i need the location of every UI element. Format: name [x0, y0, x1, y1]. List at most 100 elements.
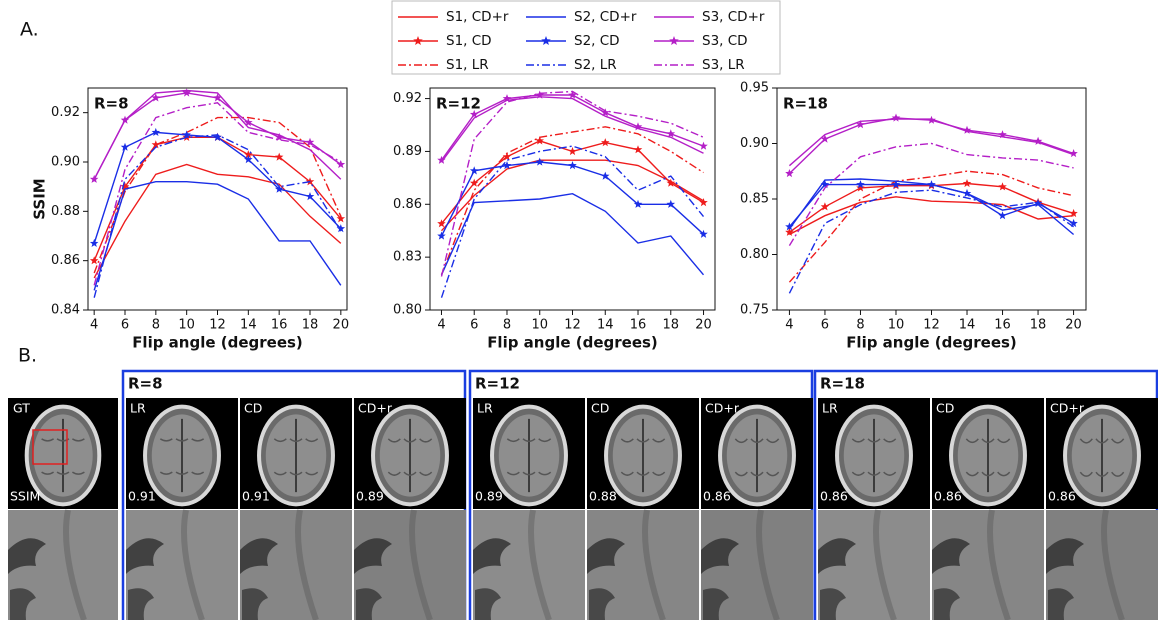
zoom-structure	[473, 538, 511, 574]
x-tick-label: 12	[923, 318, 940, 333]
point-marker	[785, 169, 794, 178]
series-line	[788, 170, 1074, 283]
sulcus	[965, 438, 979, 444]
zoom-structure	[820, 588, 846, 620]
point-marker	[962, 179, 972, 188]
point-marker	[856, 120, 865, 129]
point-marker	[305, 192, 315, 201]
x-tick-label: 16	[271, 318, 288, 333]
point-marker	[601, 138, 610, 147]
y-tick-label: 0.86	[51, 253, 80, 268]
zoom-structure	[63, 509, 87, 620]
series-line	[788, 142, 1074, 246]
point-marker	[535, 157, 544, 166]
series-line	[440, 161, 704, 237]
sulcus	[506, 471, 520, 476]
point-marker	[633, 199, 643, 208]
x-tick-label: 8	[856, 318, 864, 333]
point-marker	[820, 134, 830, 143]
point-marker	[891, 180, 901, 189]
point-marker	[856, 180, 865, 189]
legend-marker	[541, 36, 551, 45]
panel-label: A.	[20, 19, 39, 41]
zoom-structure	[295, 509, 319, 620]
x-tick-label: 6	[121, 318, 129, 333]
series-line	[788, 182, 1074, 233]
zoom-structure	[987, 509, 1011, 620]
point-marker	[633, 145, 643, 154]
sulcus	[766, 471, 780, 477]
sulcus	[289, 471, 303, 476]
sulcus	[652, 471, 666, 476]
x-tick-label: 6	[470, 318, 478, 333]
sulcus	[750, 438, 764, 444]
x-axis-label: Flip angle (degrees)	[846, 334, 1017, 352]
sulcus	[387, 471, 401, 476]
x-tick-label: 20	[333, 318, 350, 333]
point-marker	[244, 118, 253, 127]
legend-marker	[669, 36, 679, 45]
sulcus	[538, 471, 552, 476]
legend-label: S2, LR	[574, 57, 617, 73]
plot-area	[89, 88, 346, 298]
point-marker	[666, 178, 676, 187]
x-tick-label: 20	[1065, 318, 1082, 333]
group-title: R=12	[475, 375, 520, 393]
legend-label: S1, CD+r	[446, 9, 509, 25]
series-line	[440, 126, 704, 276]
sulcus	[71, 438, 85, 442]
series-line	[93, 116, 342, 274]
image-label: GT	[13, 401, 30, 416]
y-tick-label: 0.89	[393, 144, 422, 159]
point-marker	[469, 166, 479, 175]
x-tick-label: 12	[564, 318, 581, 333]
sulcus	[175, 438, 189, 442]
point-marker	[305, 137, 315, 146]
sulcus	[965, 471, 979, 477]
point-marker	[151, 127, 161, 136]
x-tick-label: 14	[597, 318, 614, 333]
sulcus	[273, 471, 287, 476]
sulcus	[766, 438, 780, 444]
point-marker	[666, 199, 676, 208]
image-label: CD	[936, 401, 954, 416]
point-marker	[213, 132, 222, 141]
x-tick-label: 18	[663, 318, 680, 333]
legend-label: S1, LR	[446, 57, 489, 73]
point-marker	[120, 182, 130, 191]
sulcus	[41, 471, 55, 475]
point-marker	[274, 152, 284, 161]
sulcus	[403, 438, 417, 443]
sulcus	[522, 471, 536, 476]
series-line	[788, 189, 1074, 294]
point-marker	[601, 171, 610, 180]
zoom-structure	[528, 509, 552, 620]
point-marker	[336, 160, 346, 169]
point-marker	[89, 174, 99, 183]
series-line	[93, 89, 342, 180]
series-line	[440, 192, 705, 276]
y-tick-label: 0.90	[51, 155, 80, 170]
point-marker	[151, 140, 161, 149]
sulcus	[620, 471, 634, 476]
image-label: LR	[130, 401, 146, 416]
sulcus	[636, 471, 650, 476]
sulcus	[305, 471, 319, 476]
ssim-value: 0.89	[356, 489, 384, 504]
sulcus	[419, 438, 433, 443]
point-marker	[699, 198, 708, 207]
sulcus	[652, 438, 666, 443]
zoom-structure	[756, 509, 780, 620]
zoom-structure	[1101, 509, 1125, 620]
zoom-structure	[126, 538, 164, 574]
sulcus	[506, 438, 520, 443]
zoom-structure	[242, 588, 268, 620]
image-label: CD+r	[705, 401, 740, 416]
legend-label: S2, CD+r	[574, 9, 637, 25]
point-marker	[601, 108, 610, 117]
sulcus	[750, 471, 764, 477]
legend-label: S3, CD	[702, 33, 748, 49]
sulcus	[1079, 471, 1093, 477]
series-line	[788, 117, 1074, 175]
